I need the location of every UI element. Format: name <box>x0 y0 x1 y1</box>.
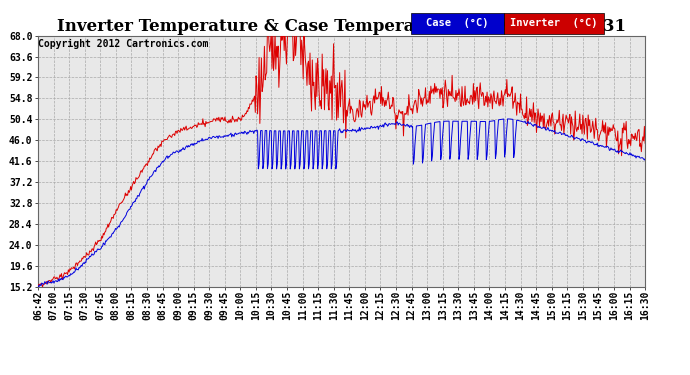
Text: Case  (°C): Case (°C) <box>426 18 489 28</box>
Text: Inverter  (°C): Inverter (°C) <box>510 18 598 28</box>
Title: Inverter Temperature & Case Temperature  Fri Nov 16  16:31: Inverter Temperature & Case Temperature … <box>57 18 626 36</box>
Text: Copyright 2012 Cartronics.com: Copyright 2012 Cartronics.com <box>38 39 208 50</box>
